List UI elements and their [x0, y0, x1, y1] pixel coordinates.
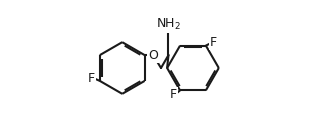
- Text: NH$_2$: NH$_2$: [156, 17, 181, 32]
- Text: O: O: [148, 49, 158, 62]
- Text: F: F: [88, 72, 95, 85]
- Text: F: F: [170, 88, 177, 101]
- Text: F: F: [210, 36, 217, 49]
